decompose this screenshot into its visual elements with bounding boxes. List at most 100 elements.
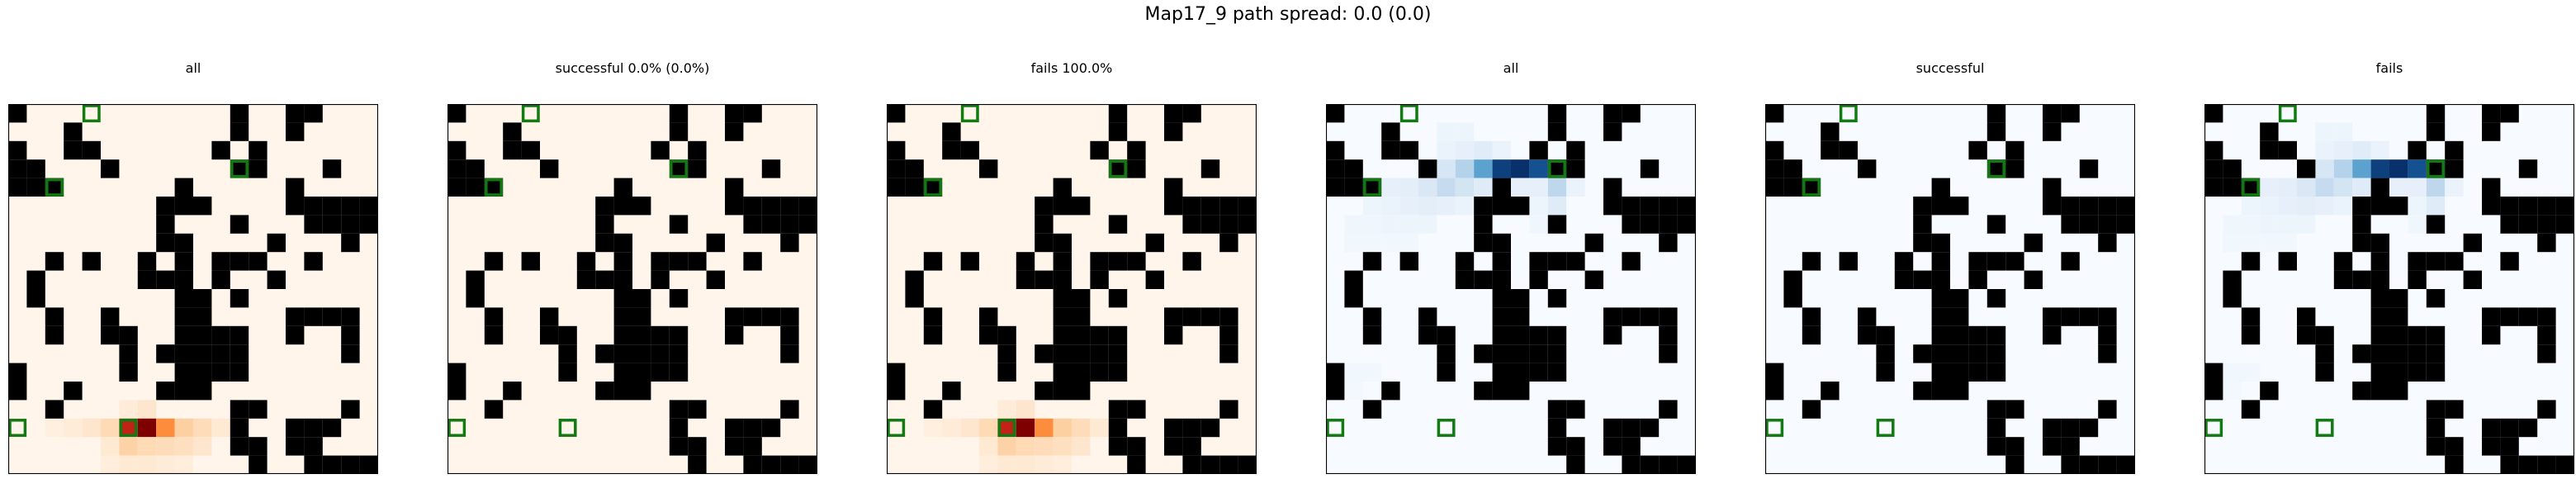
wall-cell (230, 289, 249, 308)
wall-cell (923, 400, 943, 419)
wall-cell (1566, 400, 1585, 419)
wall-cell (2061, 418, 2080, 438)
wall-cell (322, 159, 342, 178)
heat-cell (1474, 178, 1493, 197)
wall-cell (613, 382, 632, 401)
wall-cell (780, 400, 799, 419)
wall-cell (2537, 344, 2556, 363)
heat-cell (1455, 140, 1475, 160)
wall-cell (1127, 140, 1146, 160)
wall-cell (322, 418, 342, 438)
wall-cell (1326, 382, 1345, 401)
wall-cell (174, 197, 193, 216)
wall-cell (2537, 197, 2556, 216)
wall-cell (1492, 178, 1511, 197)
wall-cell (8, 382, 27, 401)
wall-cell (1566, 455, 1585, 474)
wall-cell (230, 418, 249, 438)
wall-cell (230, 363, 249, 382)
heat-cell (2297, 178, 2316, 197)
wall-cell (1913, 215, 1932, 234)
wall-cell (230, 325, 249, 345)
wall-cell (1968, 344, 1987, 363)
wall-cell (1913, 197, 1932, 216)
wall-cell (613, 270, 632, 289)
wall-cell (2389, 325, 2408, 345)
wall-cell (1529, 363, 1548, 382)
heat-cell (1529, 215, 1548, 234)
wall-cell (2408, 363, 2427, 382)
wall-cell (1913, 382, 1932, 401)
heat-cell (2241, 197, 2261, 216)
heat-cell (1455, 197, 1475, 216)
wall-cell (64, 382, 83, 401)
heat-cell (1418, 197, 1437, 216)
wall-cell (2426, 159, 2446, 178)
wall-cell (1072, 197, 1091, 216)
wall-cell (1603, 325, 1622, 345)
wall-cell (26, 270, 45, 289)
wall-cell (2204, 382, 2223, 401)
wall-cell (1876, 325, 1895, 345)
wall-cell (2043, 178, 2062, 197)
wall-cell (1326, 140, 1345, 160)
wall-cell (1326, 159, 1345, 178)
wall-cell (1765, 159, 1784, 178)
heat-cell (193, 437, 212, 456)
wall-cell (174, 178, 193, 197)
wall-cell (613, 197, 632, 216)
wall-cell (137, 252, 157, 271)
wall-cell (2005, 437, 2024, 456)
wall-cell (1547, 289, 1567, 308)
wall-cell (905, 270, 924, 289)
wall-cell (1622, 197, 1641, 216)
wall-cell (1931, 233, 1950, 253)
panel-title: successful (1915, 60, 1985, 76)
heat-cell (101, 437, 120, 456)
wall-cell (595, 382, 614, 401)
wall-cell (2370, 178, 2389, 197)
wall-cell (1986, 215, 2006, 234)
wall-cell (1035, 233, 1054, 253)
wall-cell (1053, 289, 1072, 308)
wall-cell (2333, 252, 2353, 271)
wall-cell (1108, 437, 1128, 456)
wall-cell (2426, 289, 2446, 308)
waypoint-marker (1765, 419, 1784, 437)
wall-cell (632, 363, 651, 382)
wall-cell (1529, 270, 1548, 289)
heat-cell (137, 455, 157, 474)
wall-cell (8, 178, 27, 197)
wall-cell (230, 215, 249, 234)
waypoint-marker (8, 419, 27, 437)
wall-cell (211, 344, 230, 363)
heat-cell (997, 400, 1016, 419)
heat-cell (2408, 197, 2427, 216)
wall-cell (780, 455, 799, 474)
wall-cell (1219, 455, 1238, 474)
heat-cell (1072, 437, 1091, 456)
wall-cell (193, 363, 212, 382)
wall-cell (174, 252, 193, 271)
wall-cell (887, 104, 906, 123)
heat-cell (2260, 178, 2279, 197)
figure-title: Map17_9 path spread: 0.0 (0.0) (1144, 4, 1432, 25)
wall-cell (743, 252, 762, 271)
heat-cell (2278, 197, 2297, 216)
wall-cell (1127, 159, 1146, 178)
wall-cell (1381, 382, 1400, 401)
wall-cell (942, 140, 961, 160)
wall-cell (1511, 344, 1530, 363)
wall-cell (174, 233, 193, 253)
wall-cell (1492, 363, 1511, 382)
wall-cell (286, 197, 305, 216)
wall-cell (2408, 344, 2427, 363)
wall-cell (1950, 344, 1969, 363)
wall-cell (1913, 233, 1932, 253)
wall-cell (64, 122, 83, 141)
wall-cell (761, 455, 781, 474)
wall-cell (45, 400, 64, 419)
heat-cell (101, 418, 120, 438)
wall-cell (905, 289, 924, 308)
wall-cell (2518, 418, 2538, 438)
